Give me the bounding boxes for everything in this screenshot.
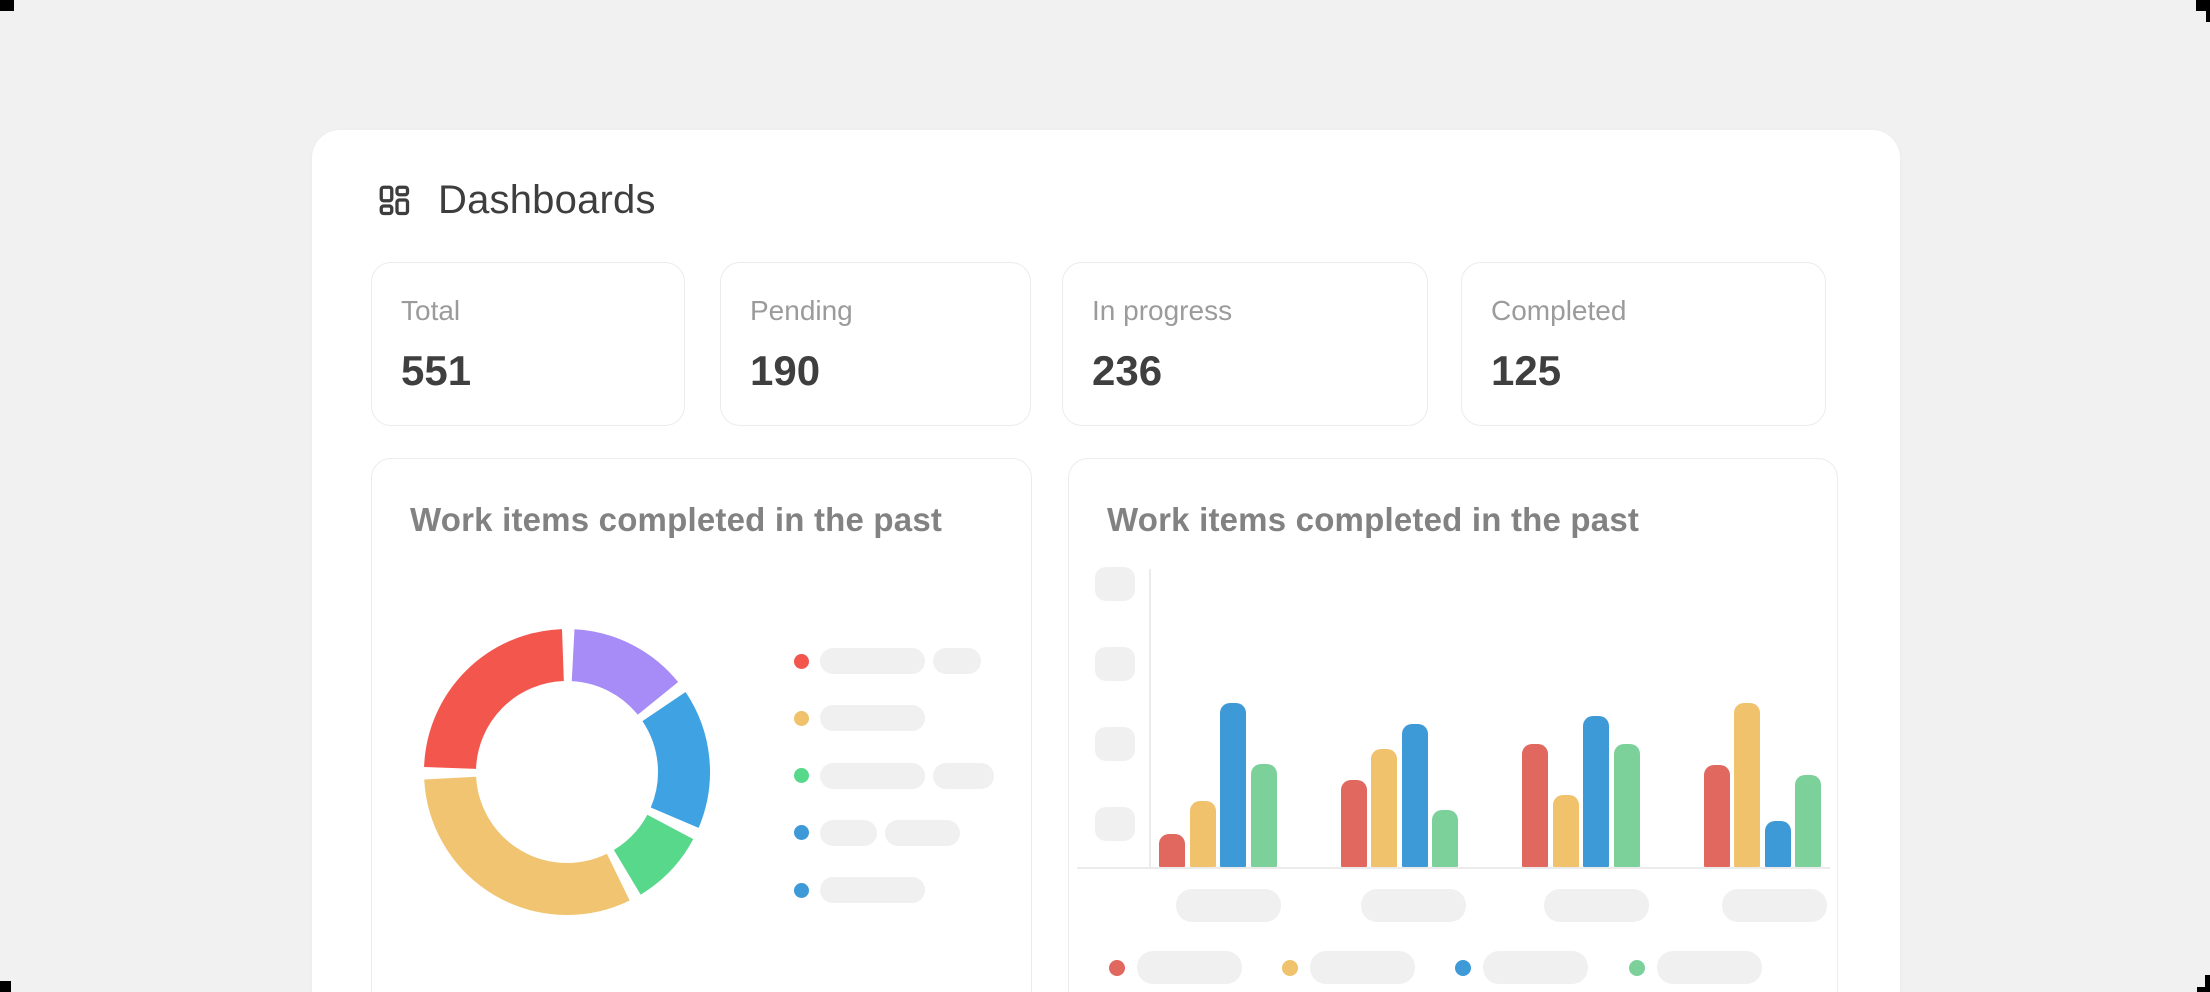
stat-value: 125 [1491,347,1562,394]
stat-card-pending: Pending 190 [720,262,1031,426]
legend-label-skeleton [820,819,877,846]
donut-segment-purple [570,629,679,716]
donut-segment-yellow [424,775,630,915]
bar-group-4-green [1795,775,1822,867]
bar-chart-card: Work items completed in the past [1068,458,1838,992]
corner-mark-bottom-left [0,981,11,992]
corner-mark-top-left [0,0,14,11]
corner-mark-top-right-tail [2206,11,2210,22]
bar-legend-item [1629,951,1762,984]
donut-legend-row [794,819,968,846]
x-tick-skeleton [1721,889,1827,922]
bar-group-1-yellow [1189,801,1216,867]
corner-mark-top-right [2196,0,2210,11]
legend-label-skeleton [820,705,925,732]
stat-value: 190 [750,347,821,394]
donut-chart-card: Work items completed in the past [371,458,1032,992]
legend-label-skeleton [820,877,925,903]
bar-legend-item [1282,951,1415,984]
bar-group-4-red [1703,765,1730,867]
stat-card-in-progress: In progress 236 [1062,262,1428,426]
legend-label-skeleton [933,648,981,674]
x-tick-skeleton [1360,889,1466,922]
donut-chart [424,629,710,915]
legend-label-skeleton [1483,951,1588,984]
stat-label: Pending [750,295,853,326]
corner-mark-bottom-right-tail [2205,975,2210,992]
donut-segment-green [613,814,694,895]
x-axis-line [1077,867,1830,869]
dashboard-header: Dashboards [376,180,656,220]
donut-legend-row [794,877,933,903]
bar-group-1-red [1159,834,1185,867]
donut-legend-row [794,705,933,732]
legend-dot-icon [794,825,809,841]
legend-dot-icon [794,768,809,783]
legend-label-skeleton [933,762,994,789]
y-tick-skeleton [1095,647,1135,681]
legend-label-skeleton [1310,951,1415,984]
bar-group-2-green [1432,810,1459,867]
legend-dot-icon [794,710,809,726]
bar-chart-title: Work items completed in the past [1107,501,1640,538]
bar-legend-item [1455,951,1588,984]
bar-group-3-yellow [1552,795,1579,867]
stat-label: In progress [1092,295,1233,326]
donut-segment-blue [641,692,710,828]
y-axis-line [1149,569,1151,867]
bar-group-2-yellow [1371,749,1398,867]
page-title: Dashboards [438,178,656,222]
stat-card-total: Total 551 [371,262,685,426]
x-tick-skeleton [1543,889,1649,922]
legend-dot-icon [1455,959,1471,976]
bar-legend-item [1109,951,1242,984]
layout-dashboard-icon [379,185,410,216]
stat-card-completed: Completed 125 [1461,262,1826,426]
legend-label-skeleton [1137,951,1242,984]
legend-dot-icon [1109,959,1125,976]
bar-group-3-blue [1583,716,1610,867]
donut-segment-red [424,629,565,770]
bar-chart [1069,459,1836,984]
y-tick-skeleton [1095,567,1135,601]
bar-group-4-yellow [1734,703,1761,867]
x-tick-skeleton [1175,889,1281,922]
legend-label-skeleton [1657,951,1762,984]
legend-dot-icon [794,882,809,898]
stat-label: Total [401,295,461,326]
bar-group-2-red [1340,780,1367,867]
bar-group-2-blue [1401,724,1428,867]
corner-mark-bottom-right [2197,987,2210,992]
legend-dot-icon [1629,959,1645,976]
stat-label: Completed [1491,295,1627,326]
stat-value: 236 [1092,347,1163,394]
legend-dot-icon [1282,959,1298,976]
y-tick-skeleton [1095,807,1135,841]
bar-group-1-green [1250,764,1277,867]
legend-label-skeleton [820,762,925,789]
donut-chart-title: Work items completed in the past [410,501,943,538]
dashboard-panel: Dashboards Total 551 Pending 190 In prog… [312,130,1900,992]
y-tick-skeleton [1095,727,1135,761]
legend-label-skeleton [820,648,925,674]
bar-group-3-red [1522,744,1548,867]
donut-legend-row [794,648,989,674]
legend-label-skeleton [885,819,960,846]
bar-group-1-blue [1220,703,1247,867]
bar-group-4-blue [1764,821,1791,867]
stat-value: 551 [401,347,472,394]
legend-dot-icon [794,653,809,669]
bar-group-3-green [1613,744,1640,867]
donut-legend-row [794,762,1002,789]
